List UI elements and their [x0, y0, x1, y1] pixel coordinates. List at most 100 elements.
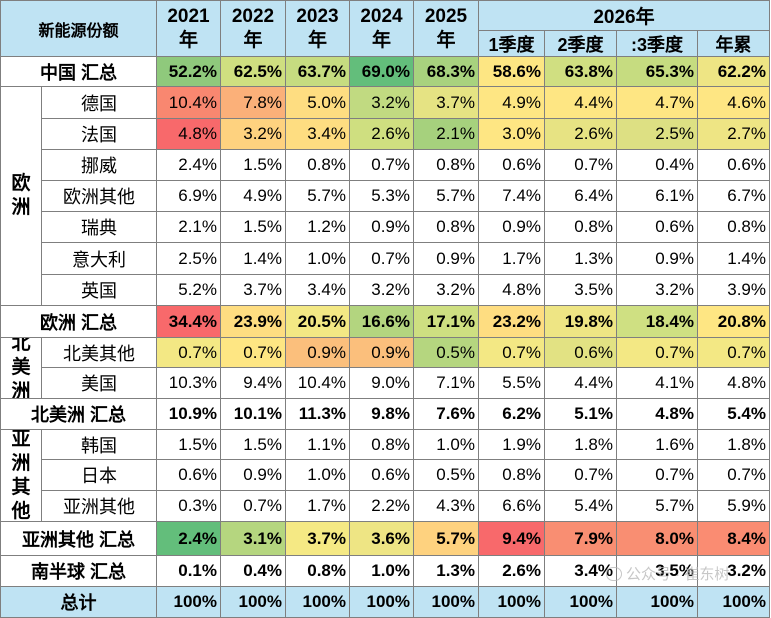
region-north-america: 北美洲	[0, 338, 42, 399]
region-char: 亚	[11, 430, 31, 450]
value-cell: 0.9%	[221, 460, 286, 491]
value-cell: 7.4%	[479, 181, 545, 212]
value-cell: 0.3%	[157, 491, 221, 522]
value-cell: 2.4%	[157, 150, 221, 181]
value-cell: 1.2%	[286, 212, 350, 243]
region-char: 欧	[11, 173, 31, 194]
value-cell: 7.1%	[414, 368, 479, 399]
value-cell: 10.4%	[286, 368, 350, 399]
year-number: 2023	[296, 5, 339, 27]
value-cell: 10.4%	[157, 87, 221, 119]
row-label: 亚洲其他	[42, 491, 157, 522]
value-cell: 5.7%	[414, 181, 479, 212]
value-cell: 62.5%	[221, 57, 286, 87]
row-label: 欧洲 汇总	[0, 306, 157, 338]
value-cell: 3.7%	[221, 275, 286, 306]
value-cell: 2.4%	[157, 522, 221, 556]
value-cell: 63.8%	[545, 57, 617, 87]
value-cell: 1.5%	[221, 430, 286, 460]
value-cell: 0.8%	[545, 212, 617, 243]
quarter-header: 2季度	[545, 31, 617, 57]
value-cell: 1.1%	[286, 430, 350, 460]
value-cell: 62.2%	[698, 57, 770, 87]
value-cell: 0.8%	[350, 430, 414, 460]
value-cell: 7.6%	[414, 399, 479, 430]
value-cell: 3.5%	[617, 556, 698, 587]
value-cell: 5.7%	[286, 181, 350, 212]
quarter-header: 1季度	[479, 31, 545, 57]
value-cell: 6.6%	[479, 491, 545, 522]
value-cell: 6.9%	[157, 181, 221, 212]
value-cell: 2.5%	[157, 243, 221, 275]
row-label: 美国	[42, 368, 157, 399]
value-cell: 100%	[479, 587, 545, 618]
value-cell: 9.0%	[350, 368, 414, 399]
value-cell: 1.8%	[698, 430, 770, 460]
value-cell: 1.5%	[157, 430, 221, 460]
value-cell: 2.1%	[414, 119, 479, 150]
value-cell: 3.2%	[414, 275, 479, 306]
row-label: 总计	[0, 587, 157, 618]
value-cell: 1.4%	[221, 243, 286, 275]
value-cell: 11.3%	[286, 399, 350, 430]
value-cell: 100%	[350, 587, 414, 618]
value-cell: 0.6%	[617, 212, 698, 243]
value-cell: 0.6%	[698, 150, 770, 181]
value-cell: 17.1%	[414, 306, 479, 338]
row-label: 日本	[42, 460, 157, 491]
row-label: 欧洲其他	[42, 181, 157, 212]
value-cell: 0.7%	[221, 491, 286, 522]
value-cell: 0.8%	[286, 150, 350, 181]
value-cell: 3.6%	[350, 522, 414, 556]
value-cell: 7.9%	[545, 522, 617, 556]
row-label: 英国	[42, 275, 157, 306]
value-cell: 3.1%	[221, 522, 286, 556]
value-cell: 4.7%	[617, 87, 698, 119]
region-char: 洲	[11, 452, 31, 474]
value-cell: 0.4%	[617, 150, 698, 181]
year-suffix: 年	[307, 29, 327, 51]
value-cell: 0.8%	[414, 212, 479, 243]
value-cell: 23.2%	[479, 306, 545, 338]
value-cell: 10.9%	[157, 399, 221, 430]
value-cell: 5.9%	[698, 491, 770, 522]
region-asia-other: 亚洲其他	[0, 430, 42, 522]
value-cell: 3.4%	[286, 119, 350, 150]
year-header: 2021 年	[157, 0, 221, 57]
value-cell: 18.4%	[617, 306, 698, 338]
watermark-text: 公众号 · 崔东树	[626, 566, 730, 583]
value-cell: 1.0%	[286, 243, 350, 275]
value-cell: 4.6%	[698, 87, 770, 119]
value-cell: 1.3%	[545, 243, 617, 275]
value-cell: 0.7%	[221, 338, 286, 368]
row-label: 韩国	[42, 430, 157, 460]
value-cell: 4.8%	[698, 368, 770, 399]
value-cell: 3.2%	[221, 119, 286, 150]
value-cell: 4.8%	[157, 119, 221, 150]
row-label: 中国 汇总	[0, 57, 157, 87]
value-cell: 69.0%	[350, 57, 414, 87]
value-cell: 9.4%	[479, 522, 545, 556]
value-cell: 2.6%	[545, 119, 617, 150]
value-cell: 0.7%	[545, 150, 617, 181]
watermark: 公众号 · 崔东树	[606, 563, 729, 584]
value-cell: 3.2%	[350, 87, 414, 119]
year-suffix: 年	[371, 29, 391, 51]
year-header: 2024 年	[350, 0, 414, 57]
row-label: 北美洲 汇总	[0, 399, 157, 430]
row-label: 亚洲其他 汇总	[0, 522, 157, 556]
value-cell: 2.1%	[157, 212, 221, 243]
row-label: 瑞典	[42, 212, 157, 243]
value-cell: 6.2%	[479, 399, 545, 430]
value-cell: 1.5%	[221, 150, 286, 181]
value-cell: 5.4%	[698, 399, 770, 430]
value-cell: 3.5%	[545, 275, 617, 306]
region-char: 美	[11, 357, 31, 378]
value-cell: 16.6%	[350, 306, 414, 338]
value-cell: 2.2%	[350, 491, 414, 522]
header-2026-group: 2026年	[479, 0, 770, 31]
value-cell: 0.6%	[545, 338, 617, 368]
value-cell: 3.9%	[698, 275, 770, 306]
header-corner: 新能源份额	[0, 0, 157, 57]
value-cell: 5.2%	[157, 275, 221, 306]
